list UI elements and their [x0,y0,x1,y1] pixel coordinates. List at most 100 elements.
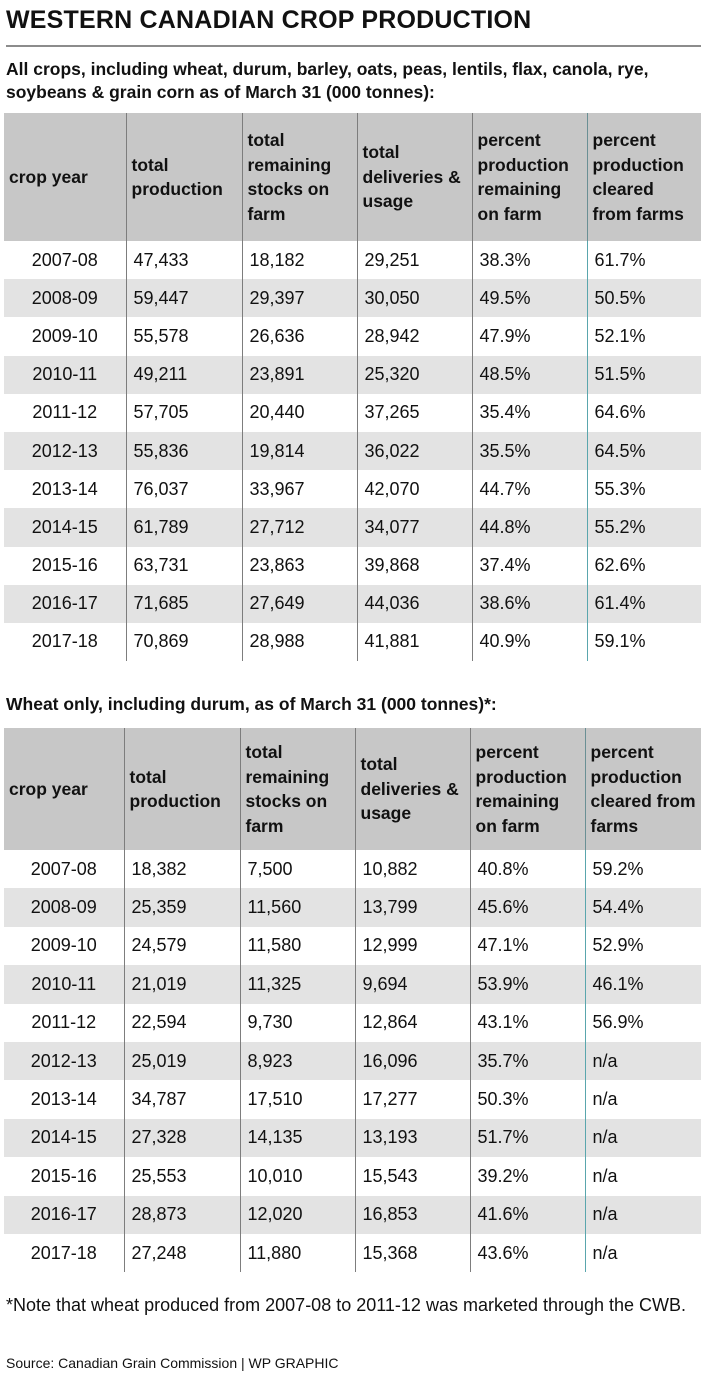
table-cell: 55.2% [586,508,701,547]
table-cell: 57,705 [125,393,242,432]
crop-year-cell: 2010-11 [4,965,124,1004]
table-cell: 59.2% [584,850,701,889]
table-row: 2016-17 71,685 27,649 44,036 38.6% 61.4% [4,584,701,623]
table-cell: 27,248 [123,1233,240,1273]
table-cell: 46.1% [584,965,701,1004]
table-cell: 51.7% [469,1118,585,1158]
table-cell: 71,685 [125,584,242,623]
table-cell: 42,070 [356,470,472,509]
table-row: 2017-18 70,869 28,988 41,881 40.9% 59.1% [4,622,701,662]
table-cell: 17,277 [354,1080,470,1119]
footnote: *Note that wheat produced from 2007-08 t… [6,1295,687,1315]
table-cell: 25,359 [123,888,240,927]
table-row: 2010-11 21,019 11,325 9,694 53.9% 46.1% [4,965,701,1004]
table-row: 2013-14 34,787 17,510 17,277 50.3% n/a [4,1080,701,1119]
table-row: 2014-15 27,328 14,135 13,193 51.7% n/a [4,1118,701,1158]
table-cell: 28,942 [356,317,472,356]
table-cell: 35.5% [471,431,587,471]
table-cell: 27,712 [241,508,357,547]
table-cell: 39,868 [356,546,472,585]
table-cell: 18,182 [241,241,357,280]
table-cell: 14,135 [239,1118,355,1158]
table-row: 2011-12 57,705 20,440 37,265 35.4% 64.6% [4,393,701,432]
table-cell: 43.1% [469,1003,585,1042]
table-cell: 9,730 [239,1003,355,1042]
crop-year-cell: 2013-14 [31,478,98,499]
crop-year-cell: 2012-13 [4,1041,124,1081]
table-cell: 10,010 [239,1157,355,1196]
table-cell: 8,923 [239,1041,355,1081]
table-row: 2011-12 22,594 9,730 12,864 43.1% 56.9% [4,1003,701,1042]
table-row: 2013-14 76,037 33,967 42,070 44.7% 55.3% [4,470,701,509]
table-cell: 61.4% [586,584,701,623]
table-cell: 28,873 [123,1195,240,1234]
column-header: total production [125,113,242,241]
crop-year-cell: 2016-17 [4,1195,124,1234]
table-cell: 38.3% [471,241,587,280]
column-header: total remaining stocks on farm [239,728,355,850]
table-cell: 76,037 [125,470,242,509]
table-cell: 25,553 [123,1157,240,1196]
wheat-table: crop year total production total remaining… [4,728,701,1273]
crop-year-cell: 2011-12 [32,402,98,423]
table-cell: 24,579 [123,926,240,966]
table-row: 2016-17 28,873 12,020 16,853 41.6% n/a [4,1195,701,1234]
table-row: 2010-11 49,211 23,891 25,320 48.5% 51.5% [4,355,701,394]
table-cell: 15,368 [354,1233,470,1273]
table-cell: 48.5% [471,355,587,394]
crop-year-cell: 2009-10 [31,325,98,346]
table-row: 2012-13 25,019 8,923 16,096 35.7% n/a [4,1041,701,1081]
table-cell: 40.8% [469,850,585,889]
table-cell: 12,020 [239,1195,355,1234]
table-row: 2015-16 63,731 23,863 39,868 37.4% 62.6% [4,546,701,585]
source-line: Source: Canadian Grain Commission | WP G… [6,1355,339,1371]
table-cell: 34,077 [356,508,472,547]
table-cell: 37.4% [471,546,587,585]
table-cell: 16,853 [354,1195,470,1234]
table-cell: 15,543 [354,1157,470,1196]
crop-year-cell: 2017-18 [31,631,98,652]
table-cell: 34,787 [123,1080,240,1119]
table-cell: 52.1% [586,317,701,356]
column-header: percent production cleared from farms [586,113,701,241]
table-cell: 23,863 [241,546,357,585]
table-cell: 20,440 [241,393,357,432]
table-cell: 61.7% [586,241,701,280]
table-cell: n/a [584,1157,701,1196]
table-cell: 61,789 [125,508,242,547]
table-cell: 16,096 [354,1041,470,1081]
table-cell: 64.5% [586,431,701,471]
table-row: 2008-09 59,447 29,397 30,050 49.5% 50.5% [4,279,701,318]
table-cell: n/a [584,1118,701,1158]
crop-year-cell: 2014-15 [4,508,126,547]
table-cell: 51.5% [586,355,701,394]
table-cell: 28,988 [241,622,357,662]
table-cell: 45.6% [469,888,585,927]
table-cell: 13,799 [354,888,470,927]
column-header: total remaining stocks on farm [241,113,357,241]
table-cell: 39.2% [469,1157,585,1196]
table-cell: 33,967 [241,470,357,509]
table-cell: 35.4% [471,393,587,432]
column-header: total production [123,728,240,850]
table-cell: 52.9% [584,926,701,966]
crop-year-cell: 2008-09 [4,279,126,318]
column-header: percent production cleared from farms [584,728,701,850]
table-cell: 38.6% [471,584,587,623]
table-cell: 47.9% [471,317,587,356]
table-header-row: crop year total production total remaining… [4,113,701,241]
column-header: percent production remaining on farm [471,113,587,241]
table-cell: 50.5% [586,279,701,318]
crop-year-cell: 2017-18 [30,1242,97,1263]
table-row: 2015-16 25,553 10,010 15,543 39.2% n/a [4,1157,701,1196]
table-row: 2008-09 25,359 11,560 13,799 45.6% 54.4% [4,888,701,927]
column-header: total deliveries & usage [356,113,472,241]
all-crops-table: crop year total production total remaining… [4,113,701,662]
table-cell: 44.8% [471,508,587,547]
column-header: percent production remaining on farm [469,728,585,850]
table-cell: 49,211 [125,355,242,394]
table-header-row: crop year total production total remaining… [4,728,701,850]
crop-year-cell: 2013-14 [30,1089,97,1110]
crop-year-cell: 2015-16 [30,1165,97,1186]
table-cell: 41,881 [356,622,472,662]
